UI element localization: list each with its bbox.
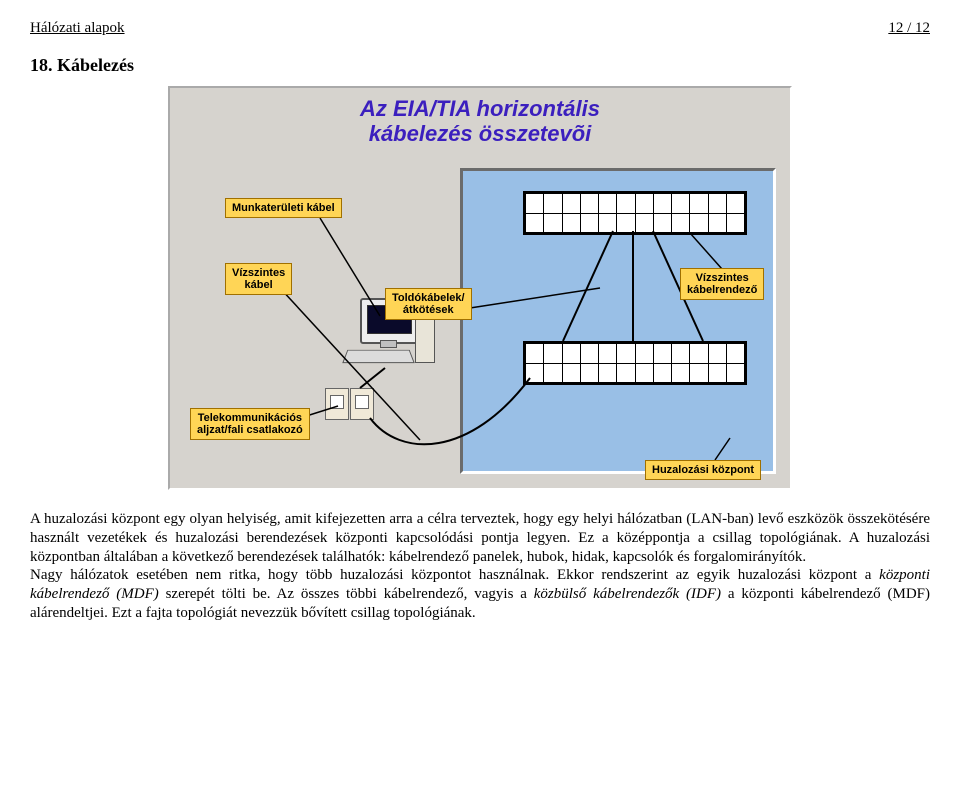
- label-patch-jump: Toldókábelek/ átkötések: [385, 288, 472, 320]
- label-work-area-cable: Munkaterületi kábel: [225, 198, 342, 218]
- diagram-title-l2: kábelezés összetevõi: [369, 121, 592, 146]
- page-header-left: Hálózati alapok: [30, 20, 125, 37]
- wiring-closet-panel: [460, 168, 776, 474]
- body-paragraph: A huzalozási központ egy olyan helyiség,…: [30, 510, 930, 623]
- wall-socket-icon: [350, 388, 374, 420]
- rack-bottom: [523, 341, 747, 385]
- page-header-right: 12 / 12: [888, 20, 930, 37]
- diagram: Az EIA/TIA horizontális kábelezés összet…: [168, 86, 792, 490]
- body-text-1a: A huzalozási központ egy olyan helyiség,…: [30, 511, 930, 565]
- diagram-title: Az EIA/TIA horizontális kábelezés összet…: [170, 88, 790, 157]
- label-horiz-patch-panel: Vízszintes kábelrendező: [680, 268, 764, 300]
- body-text-1b: Nagy hálózatok esetében nem ritka, hogy …: [30, 567, 879, 583]
- label-wiring-closet: Huzalozási központ: [645, 460, 761, 480]
- diagram-title-l1: Az EIA/TIA horizontális: [360, 96, 600, 121]
- body-text-1c: szerepét tölti be. Az összes többi kábel…: [159, 586, 534, 602]
- rack-top: [523, 191, 747, 235]
- diagram-container: Az EIA/TIA horizontális kábelezés összet…: [30, 86, 930, 490]
- body-em-2: közbülső kábelrendezők (IDF): [534, 586, 721, 602]
- label-horizontal-cable: Vízszintes kábel: [225, 263, 292, 295]
- label-telecom-outlet: Telekommunikációs aljzat/fali csatlakozó: [190, 408, 310, 440]
- wall-socket-icon: [325, 388, 349, 420]
- section-title: 18. Kábelezés: [30, 55, 930, 76]
